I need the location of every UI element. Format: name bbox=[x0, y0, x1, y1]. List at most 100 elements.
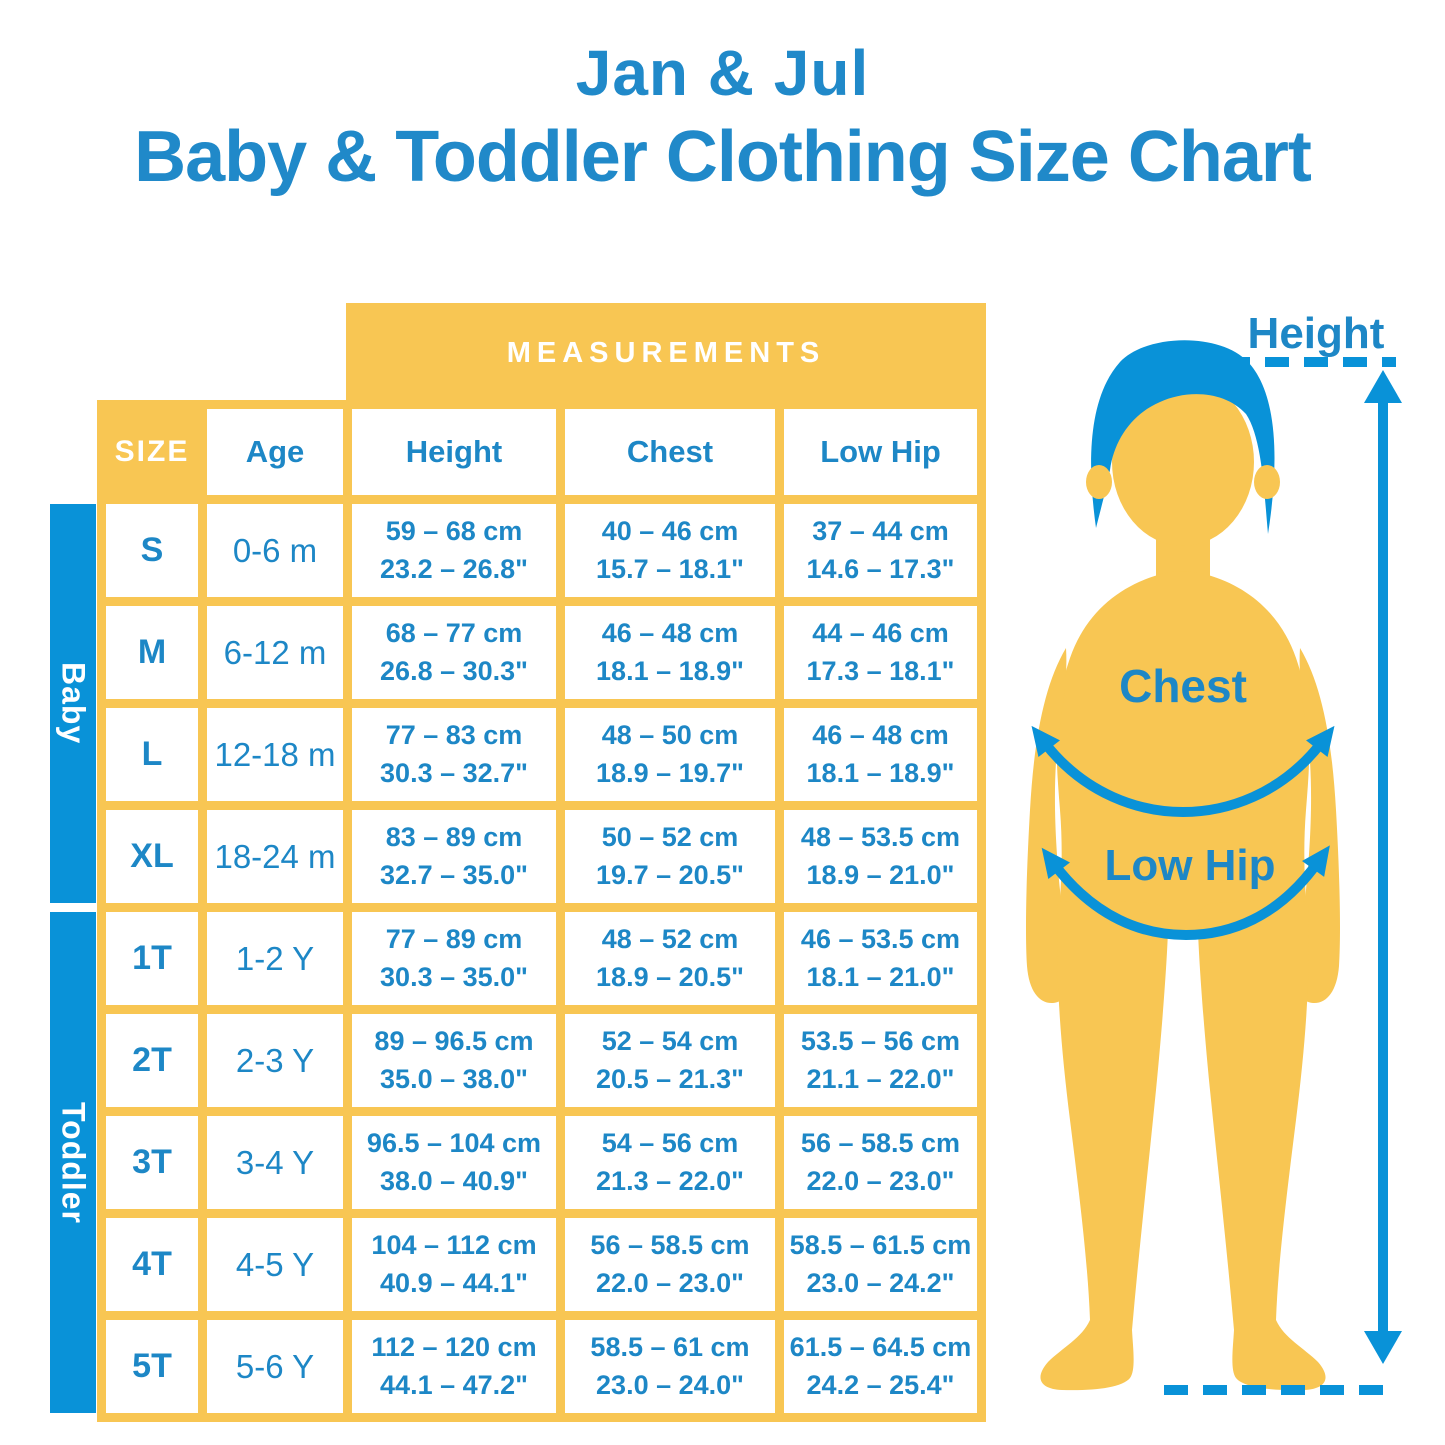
table-cell-low-hip: 44 – 46 cm 17.3 – 18.1" bbox=[784, 606, 977, 699]
table-cell-chest: 50 – 52 cm 19.7 – 20.5" bbox=[565, 810, 775, 903]
measurement-annotations bbox=[1031, 357, 1398, 1395]
table-cell-height: 89 – 96.5 cm 35.0 – 38.0" bbox=[352, 1014, 556, 1107]
measure-line: 48 – 52 cm bbox=[601, 923, 739, 954]
measure-line: 83 – 89 cm bbox=[385, 821, 523, 852]
table-cell-size: 1T bbox=[106, 912, 198, 1005]
table-cell-age: 12-18 m bbox=[207, 708, 343, 801]
measure-line: 17.3 – 18.1" bbox=[806, 655, 955, 686]
measure-line: 46 – 48 cm bbox=[812, 719, 949, 750]
table-cell-chest: 40 – 46 cm 15.7 – 18.1" bbox=[565, 504, 775, 597]
measure-line: 18.9 – 21.0" bbox=[806, 859, 955, 890]
measure-line: 58.5 – 61 cm bbox=[590, 1331, 750, 1362]
measure-line: 30.3 – 32.7" bbox=[380, 757, 528, 788]
measure-line: 48 – 53.5 cm bbox=[800, 821, 961, 852]
table-cell-chest: 46 – 48 cm 18.1 – 18.9" bbox=[565, 606, 775, 699]
measure-line: 22.0 – 23.0" bbox=[806, 1165, 955, 1196]
table-cell-low-hip: 48 – 53.5 cm 18.9 – 21.0" bbox=[784, 810, 977, 903]
page-title: Baby & Toddler Clothing Size Chart bbox=[134, 117, 1312, 197]
measure-line: 61.5 – 64.5 cm bbox=[789, 1331, 972, 1362]
table-cell-height: 104 – 112 cm 40.9 – 44.1" bbox=[352, 1218, 556, 1311]
measure-line: 48 – 50 cm bbox=[601, 719, 739, 750]
group-label-baby: Baby bbox=[55, 662, 92, 745]
measure-line: 89 – 96.5 cm bbox=[374, 1025, 534, 1056]
measure-line: 35.0 – 38.0" bbox=[380, 1063, 528, 1094]
table-cell-chest: 54 – 56 cm 21.3 – 22.0" bbox=[565, 1116, 775, 1209]
measure-line: 32.7 – 35.0" bbox=[380, 859, 528, 890]
table-cell-low-hip: 61.5 – 64.5 cm 24.2 – 25.4" bbox=[784, 1320, 977, 1413]
measurements-header: MEASUREMENTS bbox=[346, 303, 986, 403]
measure-line: 46 – 53.5 cm bbox=[800, 923, 961, 954]
measure-line: 26.8 – 30.3" bbox=[380, 655, 528, 686]
measure-line: 19.7 – 20.5" bbox=[596, 859, 744, 890]
table-cell-size: XL bbox=[106, 810, 198, 903]
measure-line: 54 – 56 cm bbox=[601, 1127, 739, 1158]
hair bbox=[1091, 340, 1275, 534]
table-cell-height: 77 – 83 cm 30.3 – 32.7" bbox=[352, 708, 556, 801]
height-arrowhead-down bbox=[1364, 1331, 1402, 1364]
measure-line: 21.1 – 22.0" bbox=[806, 1063, 955, 1094]
column-header-chest: Chest bbox=[565, 409, 775, 495]
left-ear bbox=[1086, 465, 1112, 499]
table-cell-low-hip: 58.5 – 61.5 cm 23.0 – 24.2" bbox=[784, 1218, 977, 1311]
table-cell-age: 5-6 Y bbox=[207, 1320, 343, 1413]
measure-line: 77 – 83 cm bbox=[385, 719, 523, 750]
table-cell-age: 1-2 Y bbox=[207, 912, 343, 1005]
table-cell-chest: 48 – 52 cm 18.9 – 20.5" bbox=[565, 912, 775, 1005]
measure-line: 44 – 46 cm bbox=[812, 617, 949, 648]
height-arrowheads bbox=[1364, 370, 1402, 1364]
table-cell-chest: 56 – 58.5 cm 22.0 – 23.0" bbox=[565, 1218, 775, 1311]
table-cell-size: L bbox=[106, 708, 198, 801]
column-header-height: Height bbox=[352, 409, 556, 495]
measure-line: 68 – 77 cm bbox=[385, 617, 523, 648]
measure-line: 38.0 – 40.9" bbox=[380, 1165, 528, 1196]
face bbox=[1112, 378, 1254, 546]
child-silhouette bbox=[1026, 340, 1340, 1391]
table-cell-low-hip: 53.5 – 56 cm 21.1 – 22.0" bbox=[784, 1014, 977, 1107]
table-cell-age: 3-4 Y bbox=[207, 1116, 343, 1209]
low-hip-label: Low Hip bbox=[1104, 841, 1275, 890]
measure-line: 23.0 – 24.0" bbox=[596, 1369, 744, 1400]
measure-line: 40 – 46 cm bbox=[601, 515, 739, 546]
table-cell-height: 59 – 68 cm 23.2 – 26.8" bbox=[352, 504, 556, 597]
measure-line: 77 – 89 cm bbox=[385, 923, 523, 954]
table-cell-height: 83 – 89 cm 32.7 – 35.0" bbox=[352, 810, 556, 903]
measure-line: 46 – 48 cm bbox=[601, 617, 739, 648]
table-cell-size: 5T bbox=[106, 1320, 198, 1413]
measure-line: 40.9 – 44.1" bbox=[380, 1267, 528, 1298]
table-cell-age: 0-6 m bbox=[207, 504, 343, 597]
measure-line: 15.7 – 18.1" bbox=[596, 553, 744, 584]
table-cell-height: 68 – 77 cm 26.8 – 30.3" bbox=[352, 606, 556, 699]
measure-line: 20.5 – 21.3" bbox=[596, 1063, 744, 1094]
table-cell-size: 2T bbox=[106, 1014, 198, 1107]
child-figure-diagram: Height Chest Low Hip bbox=[1026, 309, 1402, 1395]
measure-line: 58.5 – 61.5 cm bbox=[789, 1229, 972, 1260]
measure-line: 22.0 – 23.0" bbox=[596, 1267, 744, 1298]
table-cell-low-hip: 46 – 53.5 cm 18.1 – 21.0" bbox=[784, 912, 977, 1005]
group-bar-toddler: Toddler bbox=[50, 912, 96, 1413]
table-cell-age: 6-12 m bbox=[207, 606, 343, 699]
left-leg bbox=[1040, 900, 1169, 1391]
right-leg bbox=[1197, 900, 1326, 1391]
right-ear bbox=[1254, 465, 1280, 499]
table-cell-age: 4-5 Y bbox=[207, 1218, 343, 1311]
table-cell-chest: 48 – 50 cm 18.9 – 19.7" bbox=[565, 708, 775, 801]
brand-title: Jan & Jul bbox=[575, 37, 870, 109]
table-cell-chest: 58.5 – 61 cm 23.0 – 24.0" bbox=[565, 1320, 775, 1413]
measure-line: 96.5 – 104 cm bbox=[366, 1127, 542, 1158]
low-hip-arc-arrow bbox=[1041, 845, 1330, 941]
height-label: Height bbox=[1248, 309, 1385, 358]
table-cell-low-hip: 56 – 58.5 cm 22.0 – 23.0" bbox=[784, 1116, 977, 1209]
measure-line: 18.1 – 18.9" bbox=[806, 757, 955, 788]
group-bar-baby: Baby bbox=[50, 504, 96, 903]
measure-line: 24.2 – 25.4" bbox=[806, 1369, 955, 1400]
measure-line: 18.1 – 18.9" bbox=[596, 655, 744, 686]
table-cell-size: 4T bbox=[106, 1218, 198, 1311]
chest-arc-arrow bbox=[1031, 725, 1335, 818]
table-cell-height: 112 – 120 cm 44.1 – 47.2" bbox=[352, 1320, 556, 1413]
table-cell-age: 2-3 Y bbox=[207, 1014, 343, 1107]
measure-line: 18.9 – 19.7" bbox=[596, 757, 744, 788]
measure-line: 37 – 44 cm bbox=[812, 515, 949, 546]
measure-line: 50 – 52 cm bbox=[601, 821, 739, 852]
measure-line: 18.1 – 21.0" bbox=[806, 961, 955, 992]
measure-line: 23.0 – 24.2" bbox=[806, 1267, 955, 1298]
